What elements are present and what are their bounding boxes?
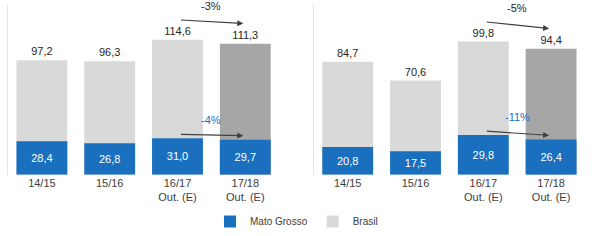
svg-text:114,6: 114,6	[164, 25, 191, 37]
svg-text:-5%: -5%	[507, 2, 527, 14]
svg-text:-3%: -3%	[201, 0, 221, 12]
svg-text:26,8: 26,8	[99, 153, 120, 165]
svg-text:Brasil: Brasil	[353, 216, 378, 227]
svg-text:15/16: 15/16	[402, 177, 430, 189]
svg-text:99,8: 99,8	[473, 27, 494, 39]
svg-text:70,6: 70,6	[405, 66, 426, 78]
svg-text:14/15: 14/15	[334, 177, 362, 189]
svg-text:28,4: 28,4	[31, 152, 52, 164]
svg-text:17,5: 17,5	[405, 157, 426, 169]
svg-text:111,3: 111,3	[232, 29, 258, 41]
svg-text:97,2: 97,2	[31, 45, 52, 57]
svg-text:31,0: 31,0	[167, 150, 188, 162]
svg-text:94,4: 94,4	[540, 34, 561, 46]
svg-text:26,4: 26,4	[540, 151, 561, 163]
svg-text:14/15: 14/15	[28, 177, 56, 189]
svg-text:Mato Grosso: Mato Grosso	[250, 216, 308, 227]
svg-text:15/16: 15/16	[96, 177, 124, 189]
svg-text:84,7: 84,7	[337, 47, 358, 59]
svg-text:96,3: 96,3	[99, 46, 120, 58]
svg-text:29,8: 29,8	[473, 149, 494, 161]
svg-text:-4%: -4%	[201, 114, 221, 126]
svg-text:17/18Out. (E): 17/18Out. (E)	[226, 177, 265, 203]
svg-text:17/18Out. (E): 17/18Out. (E)	[532, 177, 571, 203]
svg-text:-11%: -11%	[505, 111, 530, 123]
svg-text:16/17Out. (E): 16/17Out. (E)	[158, 177, 197, 203]
svg-text:20,8: 20,8	[337, 155, 358, 167]
svg-text:16/17Out. (E): 16/17Out. (E)	[464, 177, 503, 203]
svg-text:29,7: 29,7	[235, 151, 256, 163]
